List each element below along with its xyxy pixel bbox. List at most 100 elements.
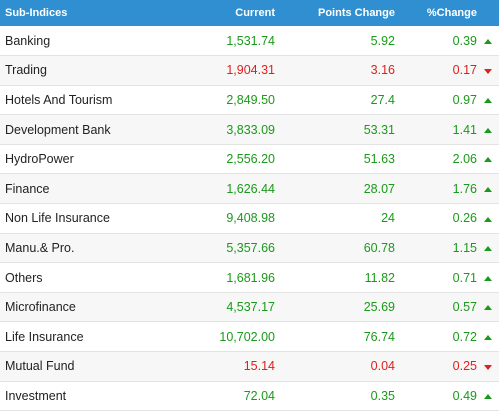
table-row[interactable]: Finance 1,626.44 28.07 1.76	[0, 173, 499, 205]
current-value: 72.04	[195, 381, 275, 412]
sub-index-name[interactable]: HydroPower	[0, 144, 195, 175]
triangle-up-icon	[484, 98, 492, 104]
current-value: 5,357.66	[195, 233, 275, 264]
sub-index-name[interactable]: Development Bank	[0, 114, 195, 145]
triangle-up-icon	[484, 275, 492, 281]
table-row[interactable]: Hotels And Tourism 2,849.50 27.4 0.97	[0, 85, 499, 116]
sub-index-name[interactable]: Mutual Fund	[0, 351, 195, 382]
sub-index-name[interactable]: Finance	[0, 173, 195, 205]
header-points-change[interactable]: Points Change	[275, 0, 395, 26]
table-row[interactable]: Trading 1,904.31 3.16 0.17	[0, 55, 499, 86]
current-value: 1,626.44	[195, 173, 275, 205]
percent-change-value: 0.39	[395, 26, 477, 57]
direction-cell	[477, 173, 499, 205]
header-row: Sub-Indices Current Points Change %Chang…	[0, 0, 499, 26]
header-percent-change[interactable]: %Change	[395, 0, 477, 26]
triangle-up-icon	[484, 38, 492, 44]
triangle-up-icon	[484, 394, 492, 400]
sub-index-name[interactable]: Banking	[0, 26, 195, 57]
triangle-up-icon	[484, 186, 492, 192]
sub-index-name[interactable]: Trading	[0, 55, 195, 86]
current-value: 3,833.09	[195, 114, 275, 145]
points-change-value: 11.82	[275, 262, 395, 293]
triangle-down-icon	[484, 68, 492, 74]
triangle-up-icon	[484, 216, 492, 222]
percent-change-value: 0.25	[395, 351, 477, 382]
table-row[interactable]: Mutual Fund 15.14 0.04 0.25	[0, 351, 499, 382]
current-value: 1,681.96	[195, 262, 275, 293]
direction-cell	[477, 262, 499, 293]
sub-index-name[interactable]: Non Life Insurance	[0, 203, 195, 234]
table-row[interactable]: Development Bank 3,833.09 53.31 1.41	[0, 114, 499, 145]
percent-change-value: 1.41	[395, 114, 477, 145]
triangle-up-icon	[484, 334, 492, 340]
direction-cell	[477, 203, 499, 234]
current-value: 1,904.31	[195, 55, 275, 86]
direction-cell	[477, 85, 499, 116]
current-value: 2,849.50	[195, 85, 275, 116]
direction-cell	[477, 233, 499, 264]
table-row[interactable]: Investment 72.04 0.35 0.49	[0, 381, 499, 412]
table-row[interactable]: Life Insurance 10,702.00 76.74 0.72	[0, 321, 499, 353]
triangle-down-icon	[484, 364, 492, 370]
table-row[interactable]: Banking 1,531.74 5.92 0.39	[0, 26, 499, 57]
points-change-value: 76.74	[275, 321, 395, 353]
points-change-value: 0.04	[275, 351, 395, 382]
points-change-value: 28.07	[275, 173, 395, 205]
table-row[interactable]: Others 1,681.96 11.82 0.71	[0, 262, 499, 293]
percent-change-value: 0.97	[395, 85, 477, 116]
table-row[interactable]: Manu.& Pro. 5,357.66 60.78 1.15	[0, 233, 499, 264]
current-value: 4,537.17	[195, 292, 275, 323]
table-row[interactable]: Non Life Insurance 9,408.98 24 0.26	[0, 203, 499, 234]
points-change-value: 53.31	[275, 114, 395, 145]
points-change-value: 5.92	[275, 26, 395, 57]
percent-change-value: 0.72	[395, 321, 477, 353]
points-change-value: 27.4	[275, 85, 395, 116]
current-value: 9,408.98	[195, 203, 275, 234]
triangle-up-icon	[484, 157, 492, 163]
direction-cell	[477, 114, 499, 145]
direction-cell	[477, 381, 499, 412]
points-change-value: 3.16	[275, 55, 395, 86]
percent-change-value: 2.06	[395, 144, 477, 175]
points-change-value: 24	[275, 203, 395, 234]
percent-change-value: 1.76	[395, 173, 477, 205]
percent-change-value: 0.49	[395, 381, 477, 412]
table-body: Banking 1,531.74 5.92 0.39 Trading 1,904.31 3.…	[0, 26, 499, 412]
current-value: 2,556.20	[195, 144, 275, 175]
points-change-value: 60.78	[275, 233, 395, 264]
header-sub-indices[interactable]: Sub-Indices	[0, 0, 195, 26]
points-change-value: 51.63	[275, 144, 395, 175]
sub-index-name[interactable]: Hotels And Tourism	[0, 85, 195, 116]
sub-index-name[interactable]: Others	[0, 262, 195, 293]
triangle-up-icon	[484, 246, 492, 252]
points-change-value: 25.69	[275, 292, 395, 323]
percent-change-value: 0.57	[395, 292, 477, 323]
sub-index-name[interactable]: Microfinance	[0, 292, 195, 323]
table-header: Sub-Indices Current Points Change %Chang…	[0, 0, 499, 26]
table-row[interactable]: HydroPower 2,556.20 51.63 2.06	[0, 144, 499, 175]
direction-cell	[477, 55, 499, 86]
triangle-up-icon	[484, 305, 492, 311]
percent-change-value: 0.26	[395, 203, 477, 234]
percent-change-value: 1.15	[395, 233, 477, 264]
direction-cell	[477, 144, 499, 175]
percent-change-value: 0.17	[395, 55, 477, 86]
points-change-value: 0.35	[275, 381, 395, 412]
direction-cell	[477, 26, 499, 57]
sub-index-name[interactable]: Investment	[0, 381, 195, 412]
header-direction	[477, 0, 499, 26]
direction-cell	[477, 292, 499, 323]
percent-change-value: 0.71	[395, 262, 477, 293]
sub-index-name[interactable]: Life Insurance	[0, 321, 195, 353]
direction-cell	[477, 351, 499, 382]
direction-cell	[477, 321, 499, 353]
table-row[interactable]: Microfinance 4,537.17 25.69 0.57	[0, 292, 499, 323]
current-value: 1,531.74	[195, 26, 275, 57]
current-value: 10,702.00	[195, 321, 275, 353]
current-value: 15.14	[195, 351, 275, 382]
triangle-up-icon	[484, 127, 492, 133]
sub-index-name[interactable]: Manu.& Pro.	[0, 233, 195, 264]
header-current[interactable]: Current	[195, 0, 275, 26]
